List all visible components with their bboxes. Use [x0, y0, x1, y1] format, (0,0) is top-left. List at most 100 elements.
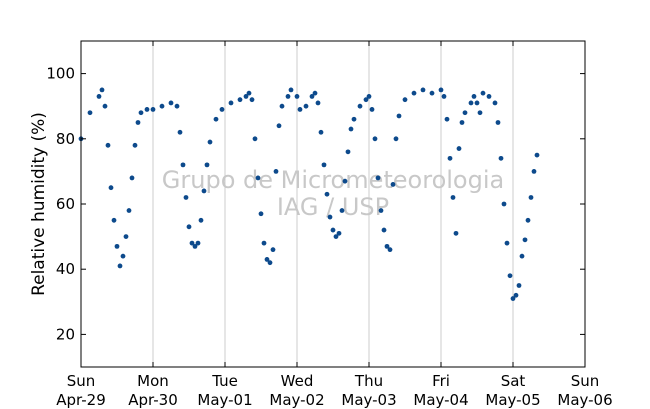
- data-point: [102, 103, 108, 109]
- data-point: [186, 224, 192, 230]
- data-point: [204, 162, 210, 168]
- watermark-line-2: IAG / USP: [277, 193, 389, 221]
- x-tick-label-date: May-03: [341, 391, 396, 409]
- data-point: [192, 243, 198, 249]
- data-point: [519, 253, 525, 259]
- x-tick-label-date: May-02: [269, 391, 324, 409]
- data-point: [87, 110, 93, 116]
- data-point: [492, 100, 498, 106]
- data-point: [180, 162, 186, 168]
- data-point: [522, 237, 528, 243]
- data-point: [108, 185, 114, 191]
- data-point: [429, 90, 435, 96]
- data-point: [144, 107, 150, 112]
- data-point: [177, 129, 183, 135]
- data-point: [276, 123, 282, 129]
- data-point: [345, 149, 351, 155]
- data-point: [513, 292, 519, 298]
- x-tick-label-date: Apr-30: [128, 391, 178, 409]
- data-point: [189, 240, 195, 246]
- data-point: [330, 227, 336, 233]
- data-point: [498, 155, 504, 161]
- data-point: [135, 120, 141, 125]
- data-point: [270, 247, 276, 253]
- data-point: [510, 296, 516, 301]
- data-point: [363, 97, 369, 103]
- data-point: [252, 136, 258, 142]
- y-tick-label: 80: [56, 130, 75, 148]
- x-tick-label-date: May-06: [557, 391, 612, 409]
- x-tick-label-date: May-05: [485, 391, 540, 409]
- data-point: [243, 94, 249, 99]
- data-point: [447, 155, 453, 161]
- data-point: [126, 208, 132, 213]
- data-point: [372, 136, 378, 142]
- data-point: [96, 94, 102, 99]
- data-point: [507, 273, 513, 279]
- data-point: [420, 87, 426, 93]
- data-point: [297, 107, 303, 112]
- x-tick-label-day: Fri: [432, 372, 450, 390]
- y-tick-label: 40: [56, 260, 75, 278]
- data-points: [78, 87, 540, 301]
- data-point: [402, 97, 408, 103]
- data-point: [195, 240, 201, 246]
- x-tick-label-date: May-01: [197, 391, 252, 409]
- data-point: [321, 162, 327, 168]
- data-point: [261, 240, 267, 246]
- data-point: [312, 90, 318, 96]
- y-tick-label: 60: [56, 195, 75, 213]
- data-point: [342, 178, 348, 184]
- data-point: [438, 87, 444, 93]
- data-point: [516, 283, 522, 288]
- data-point: [213, 116, 219, 122]
- data-point: [486, 94, 492, 99]
- x-tick-label-day: Tue: [211, 372, 238, 390]
- data-point: [468, 100, 474, 106]
- x-tick-label-date: Apr-29: [56, 391, 106, 409]
- data-point: [303, 103, 309, 109]
- data-point: [456, 146, 462, 151]
- data-point: [174, 103, 180, 109]
- data-point: [411, 90, 417, 96]
- data-point: [111, 217, 117, 223]
- data-point: [471, 94, 477, 99]
- watermark: Grupo de Micrometeorologia IAG / USP: [162, 166, 504, 221]
- data-point: [396, 113, 402, 119]
- data-point: [462, 110, 468, 116]
- watermark-line-1: Grupo de Micrometeorologia: [162, 166, 504, 194]
- data-point: [150, 107, 156, 112]
- data-point: [117, 263, 123, 269]
- y-tick-label: 100: [46, 65, 75, 83]
- x-tick-label-day: Sun: [571, 372, 600, 390]
- data-point: [246, 90, 252, 96]
- x-tick-label-day: Sat: [501, 372, 526, 390]
- y-tick-label: 20: [56, 325, 75, 343]
- data-point: [315, 100, 321, 106]
- data-point: [198, 217, 204, 223]
- x-tick-label-day: Thu: [354, 372, 383, 390]
- data-point: [264, 257, 270, 262]
- data-point: [348, 126, 354, 132]
- data-point: [288, 87, 294, 93]
- data-point: [309, 94, 315, 99]
- data-point: [375, 175, 381, 181]
- data-point: [378, 208, 384, 213]
- data-point: [450, 195, 456, 200]
- data-point: [474, 100, 480, 106]
- data-point: [105, 142, 111, 148]
- data-point: [219, 107, 225, 112]
- data-point: [294, 94, 300, 99]
- data-point: [366, 94, 372, 99]
- data-point: [525, 217, 531, 223]
- data-point: [114, 243, 120, 249]
- data-point: [393, 136, 399, 142]
- data-point: [336, 230, 342, 236]
- data-point: [120, 253, 126, 259]
- data-point: [129, 175, 135, 181]
- data-point: [480, 90, 486, 96]
- data-point: [279, 103, 285, 109]
- data-point: [444, 116, 450, 122]
